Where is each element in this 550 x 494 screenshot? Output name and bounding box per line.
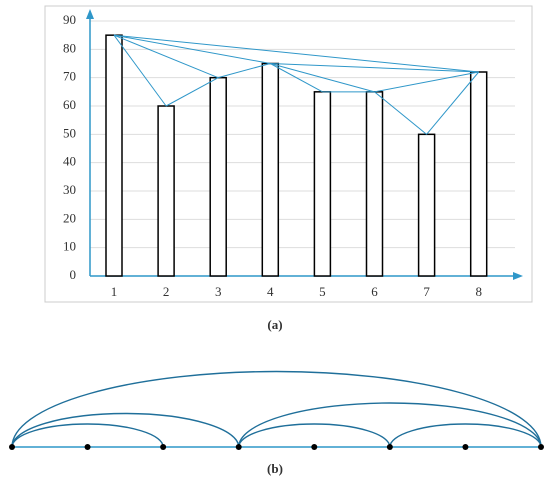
graph-node bbox=[538, 444, 544, 450]
bar bbox=[469, 71, 488, 277]
visibility-edge bbox=[113, 34, 271, 64]
visibility-edge bbox=[113, 34, 167, 107]
x-tick-label: 5 bbox=[319, 284, 326, 299]
x-axis-arrow bbox=[513, 272, 523, 280]
chart-frame bbox=[44, 5, 533, 303]
y-tick-label: 10 bbox=[63, 239, 76, 254]
x-tick-label: 8 bbox=[475, 284, 482, 299]
visibility-edge bbox=[426, 71, 480, 135]
graph-arc bbox=[11, 370, 542, 448]
x-tick-label: 6 bbox=[371, 284, 378, 299]
visibility-edge bbox=[113, 34, 219, 79]
graph-node bbox=[235, 444, 242, 450]
bar bbox=[261, 62, 280, 277]
y-axis-arrow bbox=[86, 9, 94, 19]
graph-node bbox=[462, 444, 469, 450]
caption-a: (a) bbox=[267, 317, 282, 332]
y-tick-label: 60 bbox=[63, 97, 76, 112]
y-tick-label: 80 bbox=[63, 40, 76, 55]
visibility-edge bbox=[113, 34, 479, 73]
graph-arc bbox=[389, 423, 542, 448]
x-tick-label: 7 bbox=[423, 284, 430, 299]
x-tick-label: 1 bbox=[111, 284, 118, 299]
caption-b: (b) bbox=[267, 461, 283, 476]
y-tick-label: 0 bbox=[70, 267, 77, 282]
graph-arc bbox=[11, 423, 164, 448]
visibility-edge bbox=[270, 63, 479, 73]
y-tick-label: 90 bbox=[63, 12, 76, 27]
bar bbox=[417, 133, 436, 277]
bar bbox=[365, 91, 384, 277]
graph-arc bbox=[11, 412, 240, 448]
y-tick-label: 30 bbox=[63, 182, 76, 197]
visibility-edge bbox=[374, 71, 479, 93]
visibility-edge bbox=[218, 63, 271, 79]
graph-node bbox=[9, 444, 15, 450]
visibility-edge bbox=[374, 91, 427, 135]
graph-node bbox=[386, 444, 393, 450]
graph-node bbox=[160, 444, 167, 450]
y-tick-label: 50 bbox=[63, 125, 76, 140]
visibility-edge bbox=[270, 63, 323, 93]
y-tick-label: 40 bbox=[63, 154, 76, 169]
bar bbox=[105, 34, 123, 277]
y-tick-label: 20 bbox=[63, 210, 76, 225]
graph-node bbox=[311, 444, 318, 450]
visibility-edge bbox=[270, 63, 375, 93]
graph-node bbox=[84, 444, 91, 450]
x-tick-label: 3 bbox=[215, 284, 222, 299]
bar bbox=[157, 105, 175, 277]
visibility-edge bbox=[165, 77, 219, 107]
graph-arc bbox=[238, 423, 391, 448]
y-tick-label: 70 bbox=[63, 69, 76, 84]
bar bbox=[209, 76, 227, 277]
bar bbox=[313, 91, 332, 277]
x-tick-label: 2 bbox=[163, 284, 170, 299]
graph-arc bbox=[238, 402, 542, 448]
x-tick-label: 4 bbox=[267, 284, 274, 299]
